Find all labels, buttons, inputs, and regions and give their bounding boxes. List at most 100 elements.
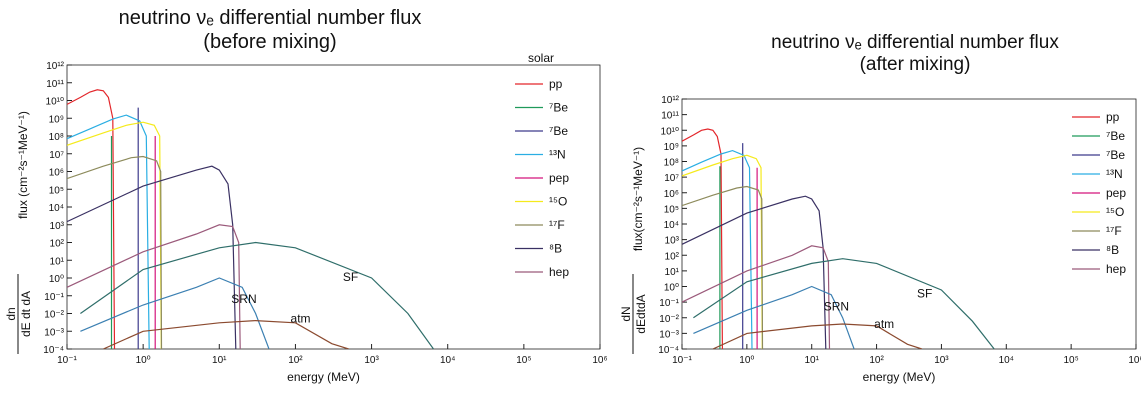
x-tick-label: 10⁶ [1128,355,1141,366]
series-line [67,165,237,349]
y-tick-label: 10⁻¹ [44,292,64,303]
y-axis-label: flux(cm⁻²s⁻¹MeV⁻¹) [631,147,645,251]
series-line [682,128,723,349]
annotated-line [80,277,270,349]
y-tick-label: 10⁰ [49,274,64,285]
y-tick-label: 10¹¹ [46,79,64,90]
y-tick-label: 10⁶ [49,168,64,179]
annotated-line [693,258,995,349]
y-tick-label: 10⁰ [664,283,679,294]
y-tick-label: 10⁴ [664,220,679,231]
series-line [682,149,753,349]
y-tick-label: 10⁻⁴ [43,345,64,356]
x-tick-label: 10² [288,355,303,366]
series-line [67,114,150,349]
series-line [67,121,162,349]
y-axis-numerator: dn [4,307,18,320]
series-line [67,89,116,349]
y-tick-label: 10⁻³ [44,327,64,338]
x-tick-label: 10⁶ [592,355,607,366]
legend-label: pep [549,171,569,185]
legend-label: ⁷Be [549,124,568,138]
annotated-line [693,285,855,349]
y-tick-label: 10⁻⁴ [658,345,679,356]
legend-label: ¹⁵O [549,195,567,209]
curve-label: SRN [824,300,849,314]
x-tick-label: 10³ [934,355,949,366]
legend-label: ⁷Be [549,101,568,115]
curve-label: SF [343,270,358,284]
plot-area [67,89,434,349]
y-tick-label: 10⁸ [49,132,64,143]
curve-label: SF [917,286,932,300]
x-axis-label: energy (MeV) [863,370,936,384]
plot-area [682,128,995,349]
legend-title: solar [528,51,554,65]
y-tick-label: 10⁶ [664,189,679,200]
y-tick-label: 10⁻³ [659,329,679,340]
y-axis-numerator: dN [619,306,633,321]
y-tick-label: 10⁸ [664,158,679,169]
y-tick-label: 10⁻² [659,314,679,325]
legend-label: pp [549,77,563,91]
x-tick-label: 10⁵ [1064,355,1079,366]
x-tick-label: 10³ [364,355,379,366]
y-tick-label: 10⁹ [664,142,679,153]
y-tick-label: 10² [665,251,680,262]
series-line [682,185,764,349]
legend-label: hep [549,265,569,279]
x-tick-label: 10¹ [212,355,227,366]
legend-label: ¹³N [1106,167,1123,181]
y-tick-label: 10⁷ [664,173,679,184]
series-line [67,155,163,349]
x-tick-label: 10⁻¹ [672,355,692,366]
series-line [682,195,827,349]
y-tick-label: 10¹ [665,267,680,278]
curve-label: SRN [231,292,256,306]
legend-label: pp [1106,110,1120,124]
series-line [67,224,241,349]
y-axis-denominator: dEdtdA [634,294,648,333]
legend-label: pep [1106,186,1126,200]
y-tick-label: 10¹² [46,61,64,72]
x-tick-label: 10⁰ [739,355,754,366]
y-tick-label: 10⁵ [49,185,64,196]
legend-label: ⁷Be [1106,129,1125,143]
x-tick-label: 10⁴ [999,355,1014,366]
legend-label: ¹⁷F [1106,224,1122,238]
curve-label: atm [874,317,894,331]
legend-label: ¹⁷F [549,218,565,232]
y-tick-label: 10² [50,239,65,250]
y-tick-label: 10³ [665,236,680,247]
legend-label: ⁸B [549,242,562,256]
chart-title: neutrino νₑ differential number flux [119,7,422,29]
legend-label: ¹⁵O [1106,205,1124,219]
x-tick-label: 10⁴ [440,355,455,366]
y-tick-label: 10⁵ [664,204,679,215]
annotated-line [80,241,434,349]
legend-label: ⁸B [1106,243,1119,257]
annotated-line [103,319,349,349]
y-tick-label: 10³ [50,221,65,232]
x-tick-label: 10⁰ [136,355,151,366]
y-axis-denominator: dE dt dA [19,291,33,337]
chart-subtitle: (after mixing) [860,54,971,75]
y-tick-label: 10¹⁰ [46,97,64,108]
legend-label: hep [1106,262,1126,276]
x-tick-label: 10¹ [804,355,819,366]
y-axis-label: flux (cm⁻²s⁻¹MeV⁻¹) [16,111,30,219]
x-tick-label: 10² [869,355,884,366]
y-tick-label: 10¹ [50,256,65,267]
y-tick-label: 10⁷ [49,150,64,161]
y-tick-label: 10⁹ [49,114,64,125]
legend-label: ⁷Be [1106,148,1125,162]
curve-label: atm [291,312,311,326]
y-tick-label: 10¹⁰ [661,126,679,137]
annotated-line [712,323,923,349]
y-tick-label: 10¹¹ [661,111,679,122]
x-axis-label: energy (MeV) [287,370,360,384]
x-tick-label: 10⁻¹ [57,355,77,366]
chart-title: neutrino νₑ differential number flux [771,32,1059,53]
y-tick-label: 10¹² [661,95,679,106]
